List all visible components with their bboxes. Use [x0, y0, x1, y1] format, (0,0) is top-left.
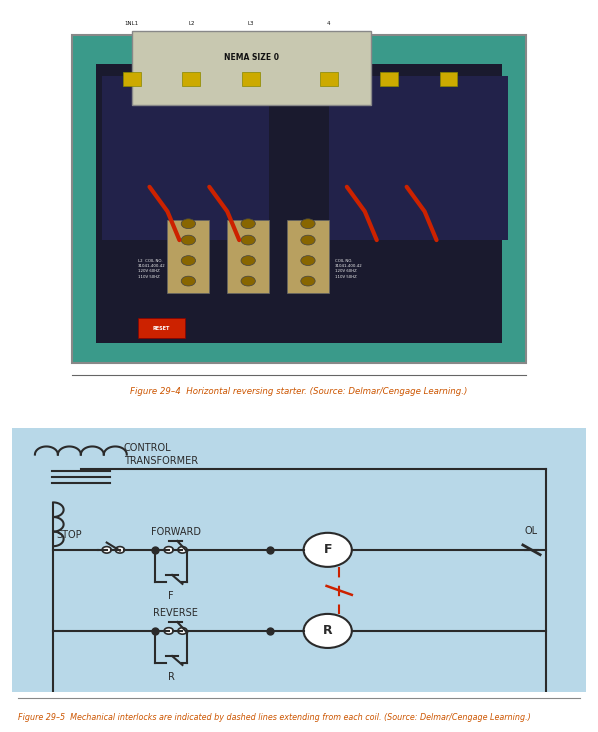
Circle shape	[181, 219, 196, 228]
Circle shape	[301, 235, 315, 245]
Text: L3: L3	[248, 21, 254, 26]
Bar	[102, 76, 269, 240]
Text: COIL NO.
31041-400-42
120V 60HZ
110V 50HZ: COIL NO. 31041-400-42 120V 60HZ 110V 50H…	[335, 259, 362, 279]
Text: CONTROL
TRANSFORMER: CONTROL TRANSFORMER	[124, 443, 198, 466]
Circle shape	[241, 235, 255, 245]
Text: STOP: STOP	[57, 530, 82, 539]
Circle shape	[301, 219, 315, 228]
Text: RESET: RESET	[152, 326, 170, 331]
Circle shape	[115, 547, 124, 553]
Bar	[182, 72, 200, 86]
Text: Figure 29–5  Mechanical interlocks are indicated by dashed lines extending from : Figure 29–5 Mechanical interlocks are in…	[18, 714, 530, 722]
Circle shape	[164, 547, 173, 553]
Bar	[167, 220, 209, 294]
Bar	[227, 220, 269, 294]
Circle shape	[304, 533, 352, 567]
Text: 4: 4	[327, 21, 331, 26]
Circle shape	[181, 276, 196, 286]
Circle shape	[178, 627, 187, 634]
Bar	[138, 318, 185, 338]
Text: Figure 29–4  Horizontal reversing starter. (Source: Delmar/Cengage Learning.): Figure 29–4 Horizontal reversing starter…	[130, 387, 468, 396]
Text: F: F	[324, 543, 332, 556]
Text: L2  COIL NO.
31041-400-42
120V 60HZ
110V 50HZ: L2 COIL NO. 31041-400-42 120V 60HZ 110V …	[138, 259, 165, 279]
Text: 1NL1: 1NL1	[124, 21, 139, 26]
Bar	[440, 72, 457, 86]
Circle shape	[102, 547, 111, 553]
Bar	[123, 72, 141, 86]
Text: OL: OL	[525, 526, 538, 536]
Bar	[132, 31, 371, 105]
Bar	[72, 35, 526, 363]
Text: FORWARD: FORWARD	[151, 527, 200, 537]
Bar	[242, 72, 260, 86]
Bar	[329, 76, 508, 240]
Circle shape	[181, 235, 196, 245]
Circle shape	[178, 547, 187, 553]
Circle shape	[241, 219, 255, 228]
Circle shape	[301, 276, 315, 286]
Bar	[96, 64, 502, 343]
Circle shape	[164, 627, 173, 634]
Bar	[320, 72, 338, 86]
Text: NEMA SIZE 0: NEMA SIZE 0	[224, 53, 279, 62]
Circle shape	[241, 255, 255, 266]
Circle shape	[304, 614, 352, 648]
Text: F: F	[168, 591, 174, 601]
Circle shape	[301, 255, 315, 266]
Circle shape	[241, 276, 255, 286]
Circle shape	[181, 255, 196, 266]
Text: L2: L2	[188, 21, 194, 26]
Text: R: R	[323, 624, 332, 638]
Text: R: R	[167, 672, 175, 682]
Text: REVERSE: REVERSE	[153, 608, 198, 618]
Bar	[287, 220, 329, 294]
Bar	[380, 72, 398, 86]
